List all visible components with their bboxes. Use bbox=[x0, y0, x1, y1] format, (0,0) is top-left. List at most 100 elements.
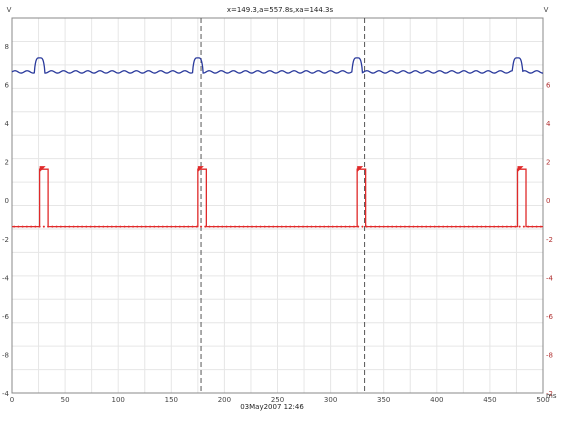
y-right-tick-label: -4 bbox=[546, 274, 554, 282]
red-trace-marker bbox=[391, 225, 394, 228]
red-trace-marker bbox=[314, 225, 317, 228]
red-trace-marker bbox=[238, 225, 241, 228]
trace-layer bbox=[11, 57, 544, 228]
y-right-tick-label: -6 bbox=[546, 313, 554, 321]
red-trace-marker bbox=[166, 225, 169, 228]
red-trace-marker bbox=[527, 225, 530, 228]
red-trace-marker bbox=[403, 225, 406, 228]
y-left-tick-label: -4 bbox=[2, 274, 10, 282]
red-trace-marker bbox=[425, 225, 428, 228]
red-trace-marker bbox=[59, 225, 62, 228]
y-left-tick-label: 8 bbox=[5, 43, 9, 51]
red-trace-marker bbox=[331, 225, 334, 228]
cursor-lines bbox=[200, 18, 366, 393]
red-trace-marker bbox=[518, 225, 521, 228]
red-trace-marker bbox=[386, 225, 389, 228]
red-trace-marker bbox=[149, 225, 152, 228]
red-trace-marker bbox=[280, 225, 283, 228]
red-trace-marker bbox=[195, 225, 198, 228]
red-trace-marker bbox=[76, 225, 79, 228]
red-trace-marker bbox=[102, 225, 105, 228]
chart-grid bbox=[11, 17, 544, 394]
red-trace-marker bbox=[493, 225, 496, 228]
red-trace-marker bbox=[55, 225, 58, 228]
red-trace-marker bbox=[531, 225, 534, 228]
red-trace-marker bbox=[408, 225, 411, 228]
red-trace-marker bbox=[200, 225, 203, 228]
red-trace-marker bbox=[153, 225, 156, 228]
red-trace-marker bbox=[522, 225, 525, 228]
red-trace-marker bbox=[446, 225, 449, 228]
red-trace-marker bbox=[17, 225, 20, 228]
red-trace-marker bbox=[30, 225, 33, 228]
red-trace-marker bbox=[234, 225, 237, 228]
red-trace-marker bbox=[64, 225, 67, 228]
red-trace-marker bbox=[246, 225, 249, 228]
red-trace-marker bbox=[399, 225, 402, 228]
red-trace-marker bbox=[81, 225, 84, 228]
red-trace-marker bbox=[127, 225, 130, 228]
red-trace-marker bbox=[251, 225, 254, 228]
red-trace-marker bbox=[229, 225, 232, 228]
red-trace-marker bbox=[454, 225, 457, 228]
red-trace-marker bbox=[161, 225, 164, 228]
red-trace-marker bbox=[13, 225, 16, 228]
red-trace-marker bbox=[476, 225, 479, 228]
x-axis-unit: ms bbox=[546, 392, 557, 400]
red-trace-marker bbox=[480, 225, 483, 228]
y-left-tick-label: 4 bbox=[5, 120, 10, 128]
red-trace-marker bbox=[501, 225, 504, 228]
red-trace-marker bbox=[208, 225, 211, 228]
x-tick-label: 400 bbox=[430, 396, 443, 404]
red-trace-marker bbox=[276, 225, 279, 228]
red-trace-marker bbox=[98, 225, 101, 228]
red-trace-marker bbox=[357, 225, 360, 228]
y-right-tick-label: 4 bbox=[546, 120, 551, 128]
red-trace-marker bbox=[21, 225, 24, 228]
red-trace-marker bbox=[488, 225, 491, 228]
red-trace-marker bbox=[174, 225, 177, 228]
red-trace-marker bbox=[68, 225, 71, 228]
red-trace-marker bbox=[416, 225, 419, 228]
y-right-tick-label: -8 bbox=[546, 351, 553, 359]
red-trace-marker bbox=[25, 225, 28, 228]
red-trace-marker bbox=[255, 225, 258, 228]
red-trace-marker bbox=[429, 225, 432, 228]
blue-trace bbox=[11, 57, 544, 74]
red-trace-marker bbox=[89, 225, 92, 228]
red-trace-marker bbox=[110, 225, 113, 228]
red-trace-marker bbox=[136, 225, 139, 228]
red-trace-marker bbox=[510, 225, 513, 228]
red-pulse-flag bbox=[357, 166, 364, 173]
red-trace-marker bbox=[144, 225, 147, 228]
red-trace-marker bbox=[221, 225, 224, 228]
red-trace-marker bbox=[106, 225, 109, 228]
tick-labels: 0 50 100 150 200 250 300 350 400 450 500 8 6 4 2 0 -2 -4 -… bbox=[2, 43, 554, 404]
red-trace-marker bbox=[51, 225, 54, 228]
red-trace-marker bbox=[327, 225, 330, 228]
red-trace-marker bbox=[378, 225, 381, 228]
x-tick-label: 350 bbox=[377, 396, 390, 404]
red-trace-marker bbox=[361, 225, 364, 228]
red-trace-marker bbox=[85, 225, 88, 228]
red-trace-marker bbox=[289, 225, 292, 228]
red-trace-marker bbox=[38, 225, 41, 228]
red-trace-marker bbox=[335, 225, 338, 228]
y-right-unit: V bbox=[544, 6, 549, 14]
red-trace-marker bbox=[318, 225, 321, 228]
red-trace-marker bbox=[535, 225, 538, 228]
red-trace-marker bbox=[352, 225, 355, 228]
x-tick-label: 200 bbox=[218, 396, 231, 404]
red-trace-marker bbox=[212, 225, 215, 228]
red-trace-marker bbox=[47, 225, 50, 228]
red-trace-marker bbox=[497, 225, 500, 228]
red-trace-marker bbox=[170, 225, 173, 228]
red-trace-marker bbox=[382, 225, 385, 228]
red-pulse-flag bbox=[197, 166, 204, 173]
red-trace-marker bbox=[412, 225, 415, 228]
red-trace-marker bbox=[484, 225, 487, 228]
y-left-tick-label: -2 bbox=[2, 236, 9, 244]
red-trace-marker bbox=[293, 225, 296, 228]
y-right-tick-label: 2 bbox=[546, 159, 550, 167]
red-trace-marker bbox=[463, 225, 466, 228]
